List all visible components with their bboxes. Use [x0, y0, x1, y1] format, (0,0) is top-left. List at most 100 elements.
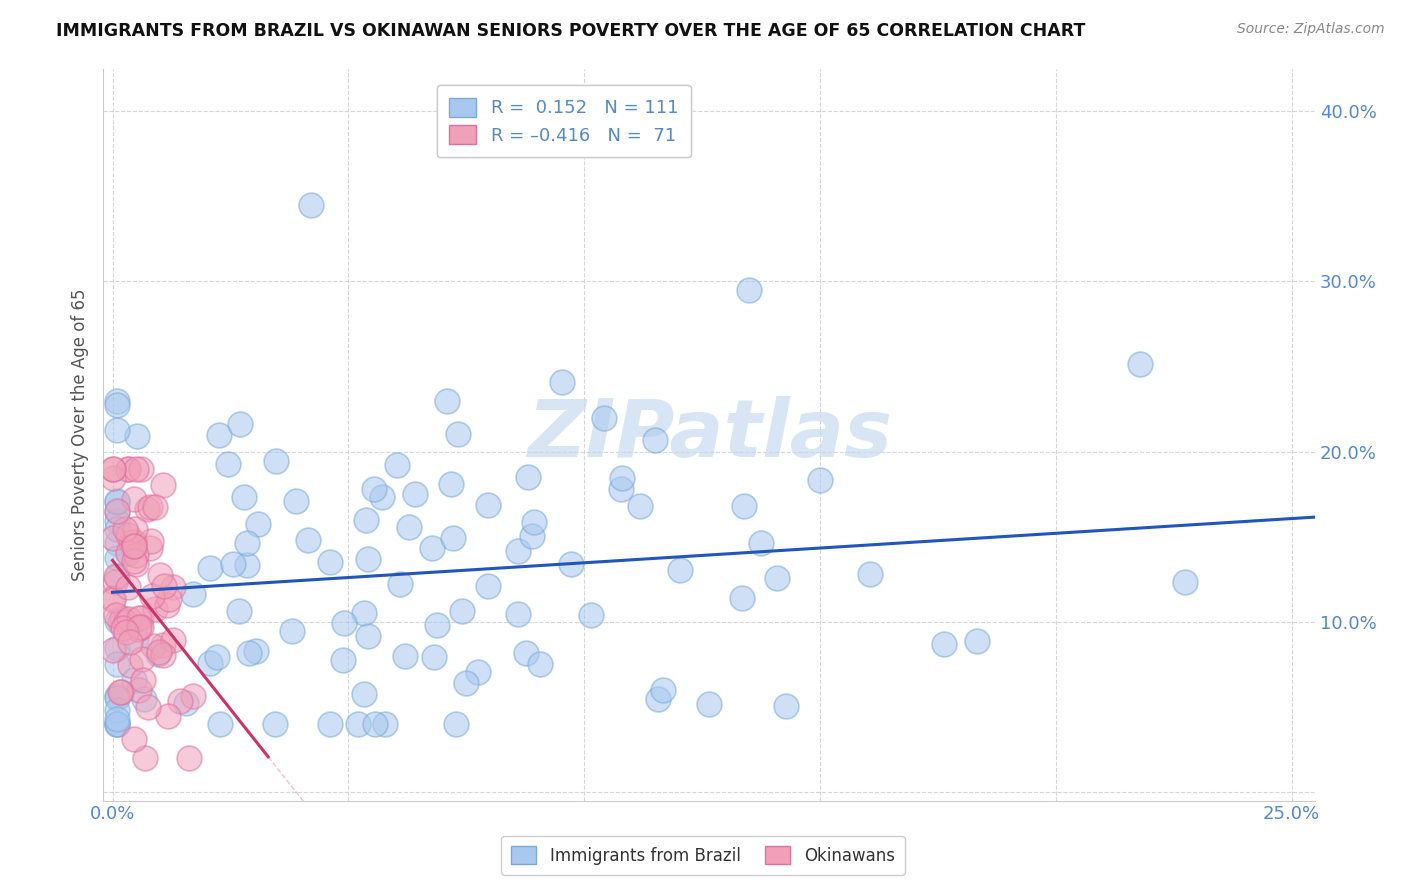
- Point: [122, 540, 145, 554]
- Legend: Immigrants from Brazil, Okinawans: Immigrants from Brazil, Okinawans: [501, 836, 905, 875]
- Point: [766, 571, 789, 585]
- Point: [447, 427, 470, 442]
- Point: [134, 691, 156, 706]
- Point: [162, 632, 184, 647]
- Point: [263, 717, 285, 731]
- Point: [115, 625, 138, 640]
- Point: [179, 751, 201, 765]
- Point: [105, 641, 128, 656]
- Point: [669, 563, 692, 577]
- Point: [198, 656, 221, 670]
- Y-axis label: Seniors Poverty Over the Age of 65: Seniors Poverty Over the Age of 65: [72, 288, 89, 581]
- Point: [101, 592, 124, 607]
- Point: [1129, 357, 1152, 371]
- Point: [152, 648, 174, 662]
- Point: [105, 657, 128, 671]
- Point: [183, 690, 205, 704]
- Point: [318, 555, 340, 569]
- Point: [118, 612, 141, 626]
- Point: [353, 606, 375, 620]
- Point: [441, 532, 464, 546]
- Point: [101, 471, 124, 485]
- Point: [101, 642, 124, 657]
- Point: [104, 569, 127, 583]
- Point: [122, 673, 145, 687]
- Point: [105, 712, 128, 726]
- Point: [105, 717, 128, 731]
- Point: [733, 499, 755, 513]
- Point: [153, 578, 176, 592]
- Text: ZIPatlas: ZIPatlas: [527, 395, 891, 474]
- Point: [385, 458, 408, 472]
- Point: [134, 751, 156, 765]
- Point: [808, 473, 831, 487]
- Point: [152, 477, 174, 491]
- Point: [264, 453, 287, 467]
- Point: [131, 673, 153, 688]
- Point: [319, 717, 342, 731]
- Point: [232, 490, 254, 504]
- Point: [238, 646, 260, 660]
- Point: [444, 717, 467, 731]
- Point: [420, 541, 443, 555]
- Point: [609, 482, 631, 496]
- Point: [111, 610, 134, 624]
- Point: [105, 703, 128, 717]
- Point: [114, 522, 136, 536]
- Point: [152, 638, 174, 652]
- Point: [647, 692, 669, 706]
- Point: [229, 417, 252, 431]
- Point: [228, 604, 250, 618]
- Point: [125, 632, 148, 646]
- Point: [136, 700, 159, 714]
- Point: [120, 657, 142, 672]
- Point: [105, 504, 128, 518]
- Point: [122, 534, 145, 549]
- Point: [699, 697, 721, 711]
- Point: [749, 536, 772, 550]
- Point: [124, 539, 146, 553]
- Point: [124, 522, 146, 536]
- Point: [155, 598, 177, 612]
- Point: [467, 665, 489, 679]
- Point: [101, 461, 124, 475]
- Point: [101, 531, 124, 545]
- Point: [644, 433, 666, 447]
- Text: Source: ZipAtlas.com: Source: ZipAtlas.com: [1237, 22, 1385, 37]
- Point: [506, 544, 529, 558]
- Point: [477, 579, 499, 593]
- Point: [738, 283, 761, 297]
- Point: [245, 644, 267, 658]
- Point: [105, 522, 128, 536]
- Point: [125, 428, 148, 442]
- Point: [523, 515, 546, 529]
- Point: [966, 633, 988, 648]
- Point: [456, 676, 478, 690]
- Point: [363, 483, 385, 497]
- Point: [108, 615, 131, 629]
- Point: [128, 619, 150, 633]
- Point: [127, 623, 149, 637]
- Point: [354, 513, 377, 527]
- Point: [169, 694, 191, 708]
- Point: [515, 646, 537, 660]
- Point: [297, 533, 319, 547]
- Point: [111, 621, 134, 635]
- Point: [404, 487, 426, 501]
- Point: [451, 603, 474, 617]
- Point: [105, 717, 128, 731]
- Point: [775, 699, 797, 714]
- Point: [120, 534, 142, 549]
- Point: [436, 393, 458, 408]
- Point: [128, 610, 150, 624]
- Point: [105, 689, 128, 703]
- Point: [149, 567, 172, 582]
- Point: [143, 500, 166, 514]
- Point: [159, 591, 181, 606]
- Point: [122, 491, 145, 506]
- Point: [592, 410, 614, 425]
- Point: [610, 471, 633, 485]
- Point: [440, 477, 463, 491]
- Point: [508, 607, 530, 622]
- Point: [101, 461, 124, 475]
